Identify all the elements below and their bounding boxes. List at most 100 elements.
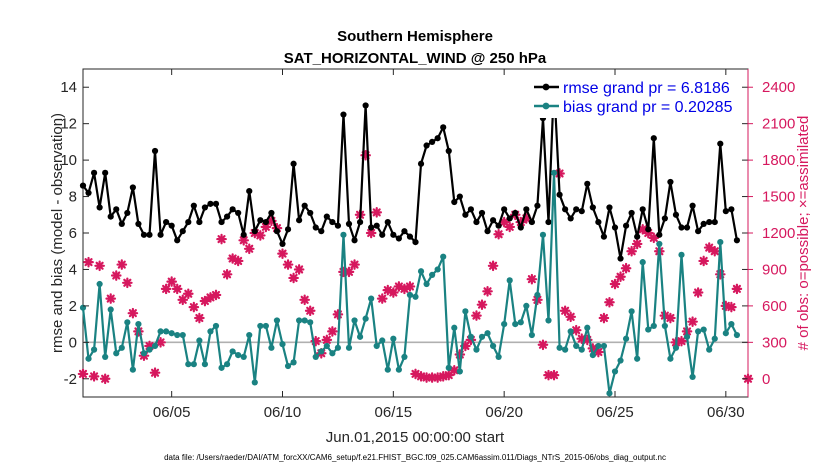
obs-count-point bbox=[493, 228, 504, 240]
bias-point bbox=[584, 324, 591, 331]
rmse-point bbox=[229, 206, 236, 213]
bias-point bbox=[700, 326, 707, 333]
obs-count-point bbox=[537, 339, 549, 351]
rmse-point bbox=[589, 204, 596, 211]
y-tick-label: 8 bbox=[69, 189, 77, 206]
y-tick-label: 14 bbox=[60, 79, 77, 96]
rmse-point bbox=[323, 213, 330, 220]
obs-count-point bbox=[631, 238, 643, 250]
obs-count-point bbox=[221, 269, 233, 280]
rmse-point bbox=[284, 226, 292, 233]
bias-point bbox=[683, 333, 691, 340]
rmse-point bbox=[700, 220, 707, 227]
rmse-point bbox=[495, 222, 502, 229]
y2-tick-label: 300 bbox=[762, 334, 787, 351]
rmse-point bbox=[534, 202, 541, 209]
obs-count-point bbox=[565, 311, 576, 323]
obs-count-point bbox=[687, 316, 698, 327]
rmse-point bbox=[124, 209, 131, 217]
bias-point bbox=[434, 266, 441, 273]
rmse-point bbox=[578, 208, 585, 215]
bias-point bbox=[617, 357, 624, 364]
bias-point bbox=[107, 306, 114, 313]
rmse-point bbox=[318, 228, 325, 235]
rmse-point bbox=[212, 200, 220, 207]
y-tick-label: 0 bbox=[69, 334, 77, 351]
bias-point bbox=[556, 344, 563, 351]
bias-point bbox=[595, 342, 602, 350]
rmse-point bbox=[334, 222, 342, 229]
rmse-point bbox=[484, 228, 491, 235]
bias-point bbox=[124, 319, 131, 326]
rmse-point bbox=[506, 215, 513, 222]
data-file-footnote: data file: /Users/raeder/DAI/ATM_forcXX/… bbox=[164, 453, 666, 462]
rmse-point bbox=[528, 218, 535, 226]
rmse-point bbox=[235, 209, 242, 217]
bias-point bbox=[495, 353, 502, 361]
rmse-point bbox=[717, 140, 724, 147]
rmse-point bbox=[722, 208, 729, 215]
bias-point bbox=[307, 319, 314, 326]
obs-count-point bbox=[698, 255, 709, 267]
bias-point bbox=[656, 240, 663, 248]
bias-point bbox=[401, 353, 408, 361]
obs-count-point bbox=[349, 259, 360, 270]
obs-count-point bbox=[604, 296, 615, 308]
left-axis-ticks: -2 0 2 4 6 8 10 12 14 bbox=[60, 79, 748, 388]
bias-point bbox=[345, 344, 353, 351]
obs-count-point bbox=[648, 232, 660, 244]
y2-tick-label: 2400 bbox=[762, 79, 795, 96]
rmse-point bbox=[423, 142, 430, 149]
rmse-point bbox=[218, 218, 225, 226]
obs-count-point bbox=[171, 283, 183, 295]
obs-count-point bbox=[526, 273, 538, 285]
obs-count-point bbox=[548, 369, 560, 381]
obs-count-point bbox=[166, 276, 177, 287]
bias-point bbox=[689, 373, 696, 381]
rmse-point bbox=[79, 182, 87, 189]
legend-bias-label: bias grand pr = 0.20285 bbox=[563, 99, 733, 116]
obs-count-point bbox=[598, 312, 610, 324]
rmse-point bbox=[456, 193, 463, 200]
bias-point bbox=[102, 353, 109, 361]
obs-count-point bbox=[665, 312, 676, 324]
rmse-point bbox=[140, 231, 148, 238]
obs-count-point bbox=[332, 309, 344, 320]
rmse-point bbox=[96, 204, 103, 211]
bias-point bbox=[151, 342, 159, 350]
rmse-point bbox=[706, 218, 713, 226]
x-tick-label: 06/15 bbox=[375, 404, 413, 421]
rmse-point bbox=[695, 228, 702, 235]
bias-point bbox=[478, 333, 486, 340]
bias-point bbox=[301, 317, 308, 324]
bias-point bbox=[257, 322, 264, 330]
bias-point bbox=[706, 346, 713, 353]
bias-point bbox=[390, 335, 397, 342]
obs-count-point bbox=[327, 326, 338, 337]
rmse-point bbox=[661, 215, 668, 222]
bias-point bbox=[406, 291, 414, 299]
bias-point bbox=[334, 344, 342, 351]
rmse-point bbox=[733, 237, 741, 244]
rmse-point bbox=[129, 184, 136, 191]
bias-series-layer bbox=[79, 169, 741, 397]
y-tick-label: 4 bbox=[69, 261, 77, 278]
bias-point bbox=[645, 326, 652, 333]
rmse-point bbox=[135, 220, 142, 227]
rmse-point bbox=[545, 218, 552, 226]
obs-count-point bbox=[116, 259, 128, 270]
obs-count-point bbox=[194, 312, 205, 324]
rmse-point bbox=[595, 218, 602, 226]
bias-point bbox=[611, 368, 619, 375]
rmse-point bbox=[556, 191, 563, 198]
legend: rmse grand pr = 6.8186 bias grand pr = 0… bbox=[528, 76, 742, 118]
chart-title: Southern Hemisphere bbox=[337, 28, 493, 45]
bias-point bbox=[506, 277, 513, 284]
obs-count-point bbox=[731, 283, 743, 295]
rmse-point bbox=[246, 187, 253, 195]
bias-point bbox=[451, 324, 458, 331]
bias-point bbox=[589, 351, 596, 359]
rmse-point bbox=[163, 218, 170, 226]
obs-count-point bbox=[709, 245, 721, 257]
rmse-point bbox=[429, 138, 436, 145]
